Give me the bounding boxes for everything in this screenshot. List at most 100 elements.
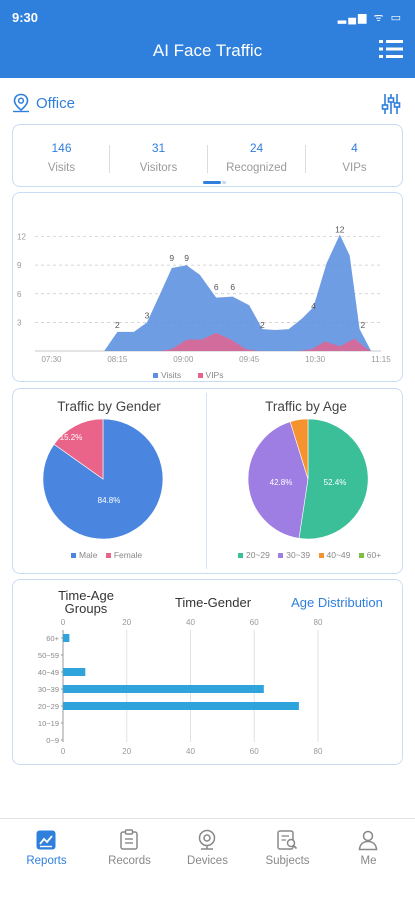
x-tick-label-top: 40 — [186, 618, 195, 627]
user-icon — [358, 830, 378, 851]
nav-records[interactable]: Records — [88, 819, 171, 879]
vips-swatch — [197, 372, 203, 378]
category-label: 30~39 — [38, 685, 59, 694]
subjects-icon — [277, 830, 298, 850]
kpi-label: Recognized — [226, 162, 287, 174]
kpi-value: 31 — [151, 141, 166, 155]
data-label: 2 — [260, 320, 265, 330]
age-legend: 20~29 30~39 40~49 60+ — [232, 550, 381, 560]
y-tick-label: 12 — [17, 233, 26, 242]
legend-age-40-49: 40~49 — [326, 550, 351, 560]
nav-label: Me — [360, 855, 377, 867]
divider — [109, 145, 110, 173]
tab-age-distribution[interactable]: Age Distribution — [291, 595, 383, 610]
reports-icon — [36, 830, 56, 850]
tab-time-age-groups[interactable]: Time-Age Groups — [43, 589, 129, 615]
legend-vips: VIPs — [205, 370, 224, 380]
age-slice-2 — [289, 418, 309, 480]
gender-chart-title: Traffic by Gender — [57, 399, 161, 414]
age-20-29-swatch — [238, 552, 243, 558]
sliders-icon[interactable] — [381, 93, 401, 115]
gender-legend: Male Female — [65, 550, 142, 560]
nav-label: Records — [108, 855, 151, 867]
age-chart-title: Traffic by Age — [265, 399, 347, 414]
x-tick-label: 09:00 — [173, 355, 194, 364]
y-tick-label: 6 — [17, 290, 22, 299]
x-tick-label-top: 80 — [314, 618, 323, 627]
x-tick-label: 10:30 — [305, 355, 326, 364]
kpi-value: 24 — [249, 141, 264, 155]
data-label: 4 — [311, 301, 316, 311]
bar-40~49 — [63, 668, 86, 676]
male-swatch — [71, 552, 76, 558]
x-tick-label-bottom: 0 — [61, 747, 66, 756]
x-tick-label: 08:15 — [107, 355, 128, 364]
legend-visits: Visits — [161, 370, 182, 380]
nav-label: Subjects — [265, 855, 310, 867]
nav-devices[interactable]: Devices — [166, 819, 249, 879]
x-tick-label-bottom: 60 — [250, 747, 259, 756]
x-tick-label-top: 0 — [61, 618, 66, 627]
kpi-visitors[interactable]: 31 Visitors — [110, 125, 207, 187]
age-60-swatch — [358, 552, 364, 558]
age-slice-0 — [298, 418, 369, 540]
x-tick-label-top: 20 — [122, 618, 131, 627]
kpi-value: 146 — [51, 141, 72, 155]
distribution-tabs: Time-Age Groups Time-Gender Age Distribu… — [13, 586, 402, 618]
kpi-card: 146 Visits 31 Visitors 24 Recognized 4 V… — [12, 124, 403, 187]
kpi-recognized[interactable]: 24 Recognized — [208, 125, 305, 187]
legend-age-20-29: 20~29 — [246, 550, 270, 560]
category-label: 40~49 — [38, 668, 59, 677]
data-label: 2 — [115, 320, 120, 330]
kpi-vips[interactable]: 4 VIPs — [306, 125, 403, 187]
data-label: 6 — [230, 282, 235, 292]
nav-label: Reports — [26, 855, 67, 867]
kpi-label: Visits — [47, 162, 76, 174]
y-tick-label: 9 — [17, 261, 22, 270]
age-distribution-chart: 0 0 20 20 40 40 60 60 80 80 60+ 50~59 40~49 30~39 20~2… — [38, 618, 323, 756]
bottom-nav: Reports Records Devices Subjects — [0, 818, 415, 900]
x-tick-label: 11:15 — [371, 355, 391, 364]
divider — [305, 145, 306, 173]
bar-60+ — [63, 634, 70, 642]
nav-me[interactable]: Me — [327, 819, 410, 879]
category-label: 20~29 — [38, 702, 59, 711]
records-icon — [120, 829, 138, 850]
pie-charts: 84.8% 15.2% 52.4% 42.8% — [42, 418, 369, 540]
location-selector[interactable]: Office — [12, 91, 403, 117]
age-slice-1 — [247, 421, 309, 539]
bar-20~29 — [63, 702, 299, 710]
bar-30~39 — [63, 685, 264, 693]
x-tick-label: 07:30 — [41, 355, 62, 364]
x-tick-label-top: 60 — [250, 618, 259, 627]
nav-label: Devices — [187, 855, 228, 867]
category-label: 0~9 — [46, 736, 59, 745]
nav-subjects[interactable]: Subjects — [246, 819, 329, 879]
nav-reports[interactable]: Reports — [5, 819, 88, 879]
list-menu-icon[interactable] — [379, 38, 403, 60]
category-label: 60+ — [46, 634, 59, 643]
kpi-visits[interactable]: 146 Visits — [13, 125, 110, 187]
gender-slice-1 — [53, 418, 104, 480]
x-tick-label-bottom: 40 — [186, 747, 195, 756]
kpi-label: Visitors — [139, 162, 178, 174]
female-swatch — [105, 552, 111, 558]
kpi-label: VIPs — [342, 162, 367, 174]
data-label: 9 — [169, 253, 174, 263]
category-label: 50~59 — [38, 651, 59, 660]
x-tick-label-bottom: 20 — [122, 747, 131, 756]
legend-age-60: 60+ — [366, 550, 382, 560]
age-40-49-swatch — [318, 552, 324, 558]
gender-slice-label: 84.8% — [98, 496, 121, 505]
location-name: Office — [36, 95, 75, 112]
tab-time-gender[interactable]: Time-Gender — [174, 595, 252, 610]
data-label: 2 — [361, 320, 366, 330]
traffic-chart-card: 3 6 9 12 07:30 08:15 09:00 09:45 10:30 11:15 2 3 9 9 6… — [12, 192, 403, 382]
data-label: 3 — [145, 310, 150, 320]
pager-indicator — [203, 181, 221, 184]
demographics-card: Traffic by Gender Traffic by Age 84.8% 15… — [12, 388, 403, 574]
kpi-value: 4 — [351, 141, 358, 155]
x-tick-label-bottom: 80 — [314, 747, 323, 756]
visits-swatch — [153, 372, 158, 378]
